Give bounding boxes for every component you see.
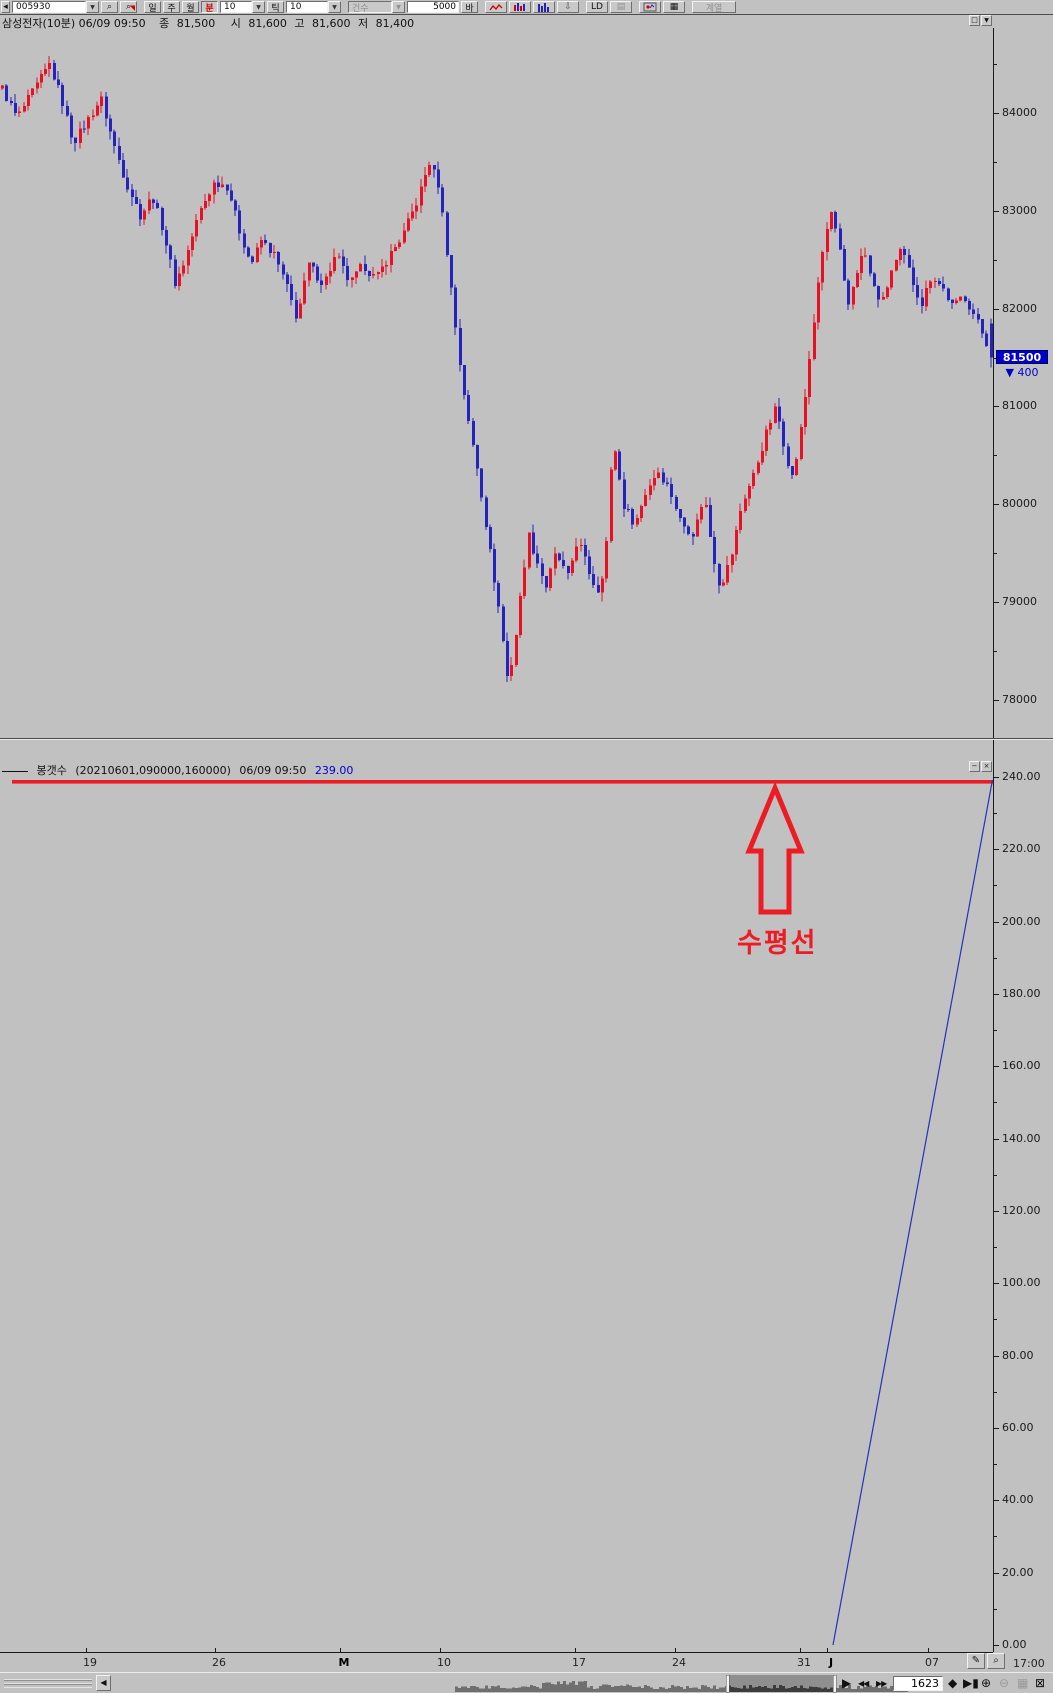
box-icon: ▤ bbox=[616, 2, 626, 12]
line-chart-style-button[interactable] bbox=[485, 1, 507, 13]
bar-apply-button[interactable]: 바 bbox=[461, 1, 478, 14]
search-button[interactable]: ⌕ bbox=[101, 1, 118, 13]
series-button-disabled: 계열 bbox=[692, 1, 736, 14]
high-value: 81,600 bbox=[311, 17, 351, 30]
indicator-params: (20210601,090000,160000) bbox=[75, 764, 231, 777]
toolbar: ◂ 005930 ▼ ⌕ ⌕ ◥ 일 주 월 분 10 ▼ 틱 10 ▼ 건수 … bbox=[0, 0, 1053, 14]
pencil-icon: ✎ bbox=[971, 1655, 981, 1666]
close-value: 81,500 bbox=[176, 17, 216, 30]
period-minute-button[interactable]: 분 bbox=[201, 1, 218, 14]
arrow-down-icon: ⇩ bbox=[564, 2, 572, 12]
status-bar: ◀ ▶ ◀◀ ▶▶ ◆ ▶▮ ⊕ ⊖ ▦ ⊠ bbox=[0, 1672, 1053, 1693]
low-value: 81,400 bbox=[375, 17, 415, 30]
indicator-header: 봉갯수 (20210601,090000,160000) 06/09 09:50… bbox=[2, 762, 358, 777]
chevron-down-icon[interactable]: ▼ bbox=[86, 1, 99, 13]
magnifier-icon: ⌕ bbox=[993, 1655, 999, 1666]
indicator-name: 봉갯수 bbox=[36, 764, 67, 777]
bar-chart-style-button[interactable] bbox=[533, 1, 555, 13]
tick-interval-combo[interactable]: 10 ▼ bbox=[286, 1, 341, 13]
pane-restore-button[interactable]: □ bbox=[969, 15, 980, 26]
go-to-end-button[interactable]: ▶▮ bbox=[963, 1676, 979, 1690]
chart-minimap[interactable] bbox=[0, 1673, 1053, 1693]
count-combo-label: 건수 bbox=[348, 1, 392, 14]
panel-splitter[interactable] bbox=[0, 738, 1053, 739]
x-axis-line bbox=[0, 1652, 993, 1653]
rewind-button[interactable]: ◀◀ bbox=[858, 1679, 869, 1688]
indicator-chart-button[interactable] bbox=[639, 1, 661, 13]
indicator-plot-area[interactable] bbox=[0, 780, 993, 1652]
zoom-out-button-disabled: ⊖ bbox=[999, 1676, 1010, 1690]
pane-dropdown-button[interactable]: ▼ bbox=[981, 15, 992, 26]
period-month-button[interactable]: 월 bbox=[182, 1, 199, 14]
minute-interval-combo[interactable]: 10 ▼ bbox=[220, 1, 265, 13]
chart-with-dot-icon bbox=[643, 2, 657, 12]
open-label: 시 bbox=[230, 17, 241, 30]
candle-chart-style-button[interactable] bbox=[509, 1, 531, 13]
last-time-label: 17:00 bbox=[1013, 1657, 1045, 1670]
indicator-close-button[interactable]: × bbox=[981, 761, 992, 772]
chevron-down-icon: ▼ bbox=[392, 1, 405, 13]
grid-chart-button[interactable]: ▦ bbox=[663, 1, 685, 13]
stock-code-combo[interactable]: 005930 ▼ bbox=[12, 1, 99, 13]
toolbar-divider bbox=[0, 14, 1053, 15]
search-plus-button[interactable]: ⌕ ◥ bbox=[120, 1, 137, 13]
visible-candles-input[interactable] bbox=[893, 1676, 943, 1691]
chart-title: 삼성전자(10분) 06/09 09:50 bbox=[2, 17, 146, 30]
zoom-tool-button[interactable]: ⌕ bbox=[987, 1653, 1005, 1669]
indicator-line-style-sample bbox=[2, 770, 28, 772]
count-combo-disabled: 건수 ▼ bbox=[348, 1, 405, 14]
minimap-right-handle[interactable] bbox=[832, 1674, 837, 1693]
stock-code-value[interactable]: 005930 bbox=[12, 1, 86, 13]
play-button[interactable]: ▶ bbox=[842, 1676, 852, 1690]
scroll-chart-left-button[interactable]: ◀ bbox=[96, 1675, 111, 1691]
period-day-button[interactable]: 일 bbox=[144, 1, 161, 14]
draw-tool-button[interactable]: ✎ bbox=[967, 1653, 985, 1669]
low-label: 저 bbox=[357, 17, 369, 30]
candlestick-plot-area[interactable] bbox=[0, 28, 993, 738]
layout-button-disabled: ▤ bbox=[610, 1, 632, 13]
zigzag-line-icon bbox=[489, 3, 503, 10]
minute-interval-value[interactable]: 10 bbox=[220, 1, 252, 13]
close-label: 종 bbox=[159, 17, 170, 30]
chart-title-row: 삼성전자(10분) 06/09 09:50 종 81,500 시 81,600 … bbox=[2, 15, 962, 30]
close-window-button[interactable]: ⊠ bbox=[1035, 1676, 1046, 1690]
chevron-down-icon[interactable]: ▼ bbox=[328, 1, 341, 13]
indicator-datetime: 06/09 09:50 bbox=[239, 764, 307, 777]
panel-splitter-highlight bbox=[0, 739, 1053, 740]
indicator-value: 239.00 bbox=[314, 764, 354, 777]
fast-forward-button[interactable]: ▶▶ bbox=[876, 1679, 887, 1688]
period-week-button[interactable]: 주 bbox=[163, 1, 180, 14]
tick-interval-value[interactable]: 10 bbox=[286, 1, 328, 13]
tick-button[interactable]: 틱 bbox=[267, 1, 284, 14]
red-plus-mark: ◥ bbox=[129, 4, 135, 12]
grid-icon: ▦ bbox=[669, 2, 679, 12]
indicator-minimize-button[interactable]: − bbox=[969, 761, 980, 772]
resize-grip[interactable] bbox=[4, 1679, 92, 1688]
high-label: 고 bbox=[294, 17, 305, 30]
axis-vertical-line bbox=[993, 28, 994, 1652]
chevron-down-icon[interactable]: ▼ bbox=[252, 1, 265, 13]
open-value: 81,600 bbox=[248, 17, 287, 30]
scroll-left-button[interactable]: ◂ bbox=[1, 1, 10, 13]
ld-button[interactable]: LD bbox=[586, 1, 608, 13]
blue-bars-icon bbox=[538, 3, 549, 12]
annotation-arrow[interactable] bbox=[745, 781, 805, 915]
move-handle-icon[interactable]: ◆ bbox=[948, 1676, 958, 1690]
current-price-marker: 81500 bbox=[996, 350, 1048, 364]
red-blue-bars-icon bbox=[514, 3, 525, 11]
search-plus-icon: ⌕ bbox=[125, 2, 132, 12]
minimap-left-handle[interactable] bbox=[725, 1674, 730, 1693]
search-icon: ⌕ bbox=[106, 2, 113, 12]
annotation-text[interactable]: 수평선 bbox=[737, 928, 818, 959]
zoom-in-button[interactable]: ⊕ bbox=[981, 1676, 992, 1690]
sort-order-button[interactable]: ⇩ bbox=[557, 1, 579, 13]
price-change-badge: ▼ 400 bbox=[1005, 366, 1039, 379]
bar-count-input[interactable] bbox=[407, 1, 459, 13]
grid-toggle-disabled: ▦ bbox=[1017, 1676, 1029, 1690]
